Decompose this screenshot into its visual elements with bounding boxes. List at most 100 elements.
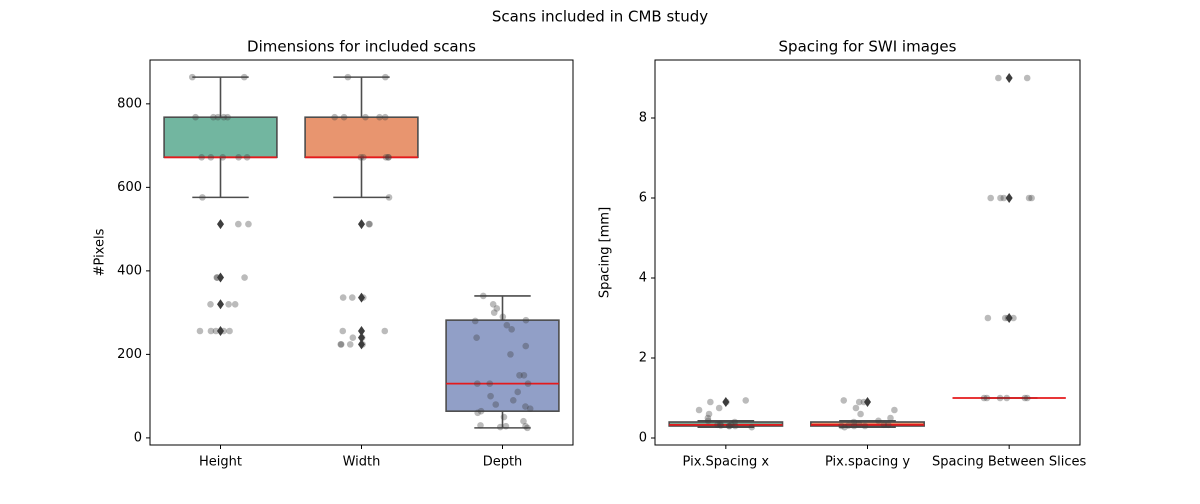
point	[473, 334, 480, 341]
point	[714, 421, 721, 429]
point	[489, 300, 497, 308]
point	[891, 406, 898, 414]
point	[980, 394, 988, 402]
point	[235, 153, 242, 161]
point	[995, 74, 1002, 82]
point	[357, 153, 365, 161]
point	[225, 300, 232, 308]
axes-frame	[654, 59, 1081, 446]
point	[189, 73, 196, 81]
point	[331, 113, 338, 121]
outlier	[217, 299, 224, 310]
point	[1028, 194, 1035, 202]
point	[245, 220, 252, 228]
point	[1003, 394, 1011, 402]
point	[731, 418, 739, 426]
figure-title: Scans included in CMB study	[492, 8, 708, 26]
point	[880, 421, 888, 429]
point	[214, 113, 222, 121]
point	[207, 300, 214, 308]
point	[493, 305, 501, 312]
point	[474, 409, 481, 417]
outlier	[358, 292, 365, 303]
x-tick-label: Width	[343, 455, 381, 470]
point	[220, 113, 228, 121]
outlier	[358, 332, 365, 343]
point	[887, 414, 894, 422]
outlier	[722, 397, 730, 407]
outlier	[1005, 193, 1013, 203]
point	[213, 274, 221, 281]
point	[479, 292, 487, 300]
point	[196, 327, 204, 335]
point	[235, 220, 242, 228]
point	[360, 153, 367, 161]
point	[492, 401, 500, 408]
point	[471, 317, 479, 325]
point	[358, 334, 366, 341]
point	[385, 194, 393, 201]
point	[850, 422, 858, 430]
point	[339, 327, 347, 335]
point	[496, 423, 504, 431]
outlier	[217, 219, 224, 230]
axes-frame	[149, 59, 574, 446]
point	[695, 406, 703, 414]
point	[207, 153, 215, 161]
point	[717, 422, 725, 429]
point	[241, 274, 248, 281]
y-tick-label: 0	[639, 431, 647, 446]
point	[987, 194, 994, 202]
point	[725, 422, 733, 430]
point	[220, 327, 227, 335]
point	[487, 392, 494, 400]
axis-title: Spacing for SWI images	[779, 38, 957, 56]
box	[163, 116, 278, 159]
point	[365, 220, 373, 228]
point	[1010, 314, 1017, 322]
point	[516, 371, 523, 379]
point	[852, 404, 860, 412]
point	[731, 422, 739, 430]
point	[337, 341, 345, 348]
point	[726, 422, 733, 430]
point	[231, 300, 239, 308]
point	[198, 153, 205, 161]
point	[376, 113, 383, 121]
x-tick-label: Pix.Spacing x	[683, 455, 770, 470]
point	[382, 153, 390, 161]
x-tick-label: Depth	[483, 455, 523, 470]
point	[1004, 314, 1012, 322]
point	[838, 422, 845, 430]
point	[1023, 74, 1031, 82]
point	[503, 321, 511, 329]
outlier	[217, 272, 224, 283]
point	[224, 113, 231, 121]
y-tick-label: 600	[117, 180, 142, 195]
point	[381, 113, 389, 121]
outlier	[1005, 313, 1013, 323]
point	[348, 294, 356, 301]
x-tick-label: Spacing Between Slices	[932, 455, 1086, 470]
point	[742, 397, 750, 404]
point	[522, 316, 530, 324]
point	[884, 421, 892, 429]
point	[486, 380, 494, 387]
y-tick-label: 400	[117, 263, 142, 278]
point	[707, 398, 714, 406]
point	[514, 388, 522, 396]
point	[192, 113, 199, 121]
point	[860, 398, 868, 406]
y-tick-label: 8	[639, 111, 647, 126]
point	[499, 313, 507, 321]
outlier	[358, 219, 365, 230]
point	[704, 417, 712, 425]
point	[384, 153, 392, 161]
point	[381, 327, 389, 335]
point	[716, 420, 724, 428]
outlier	[1005, 73, 1013, 83]
x-tick-label: Height	[199, 455, 242, 470]
point	[1001, 314, 1009, 322]
point	[490, 309, 498, 316]
